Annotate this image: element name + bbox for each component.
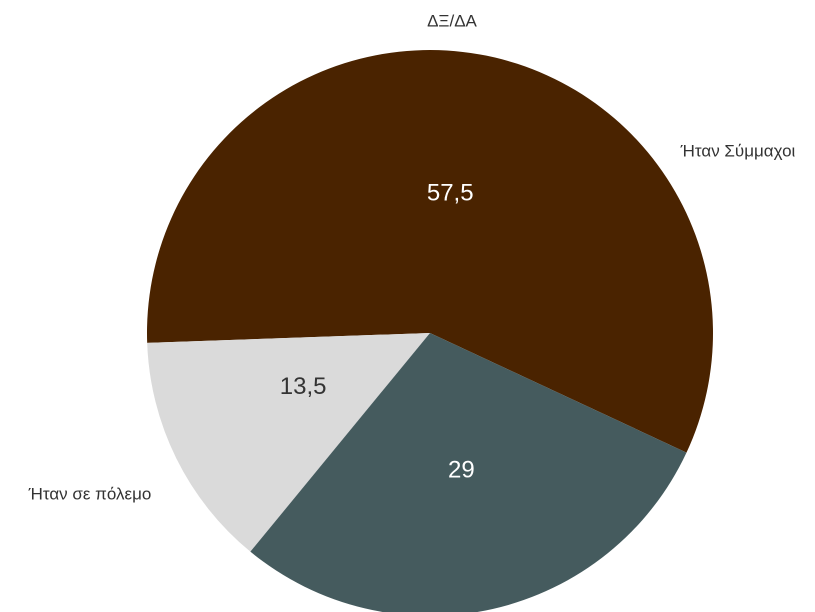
pie-slices — [146, 49, 714, 612]
slice-value-labels: 57,5 13,5 29 — [280, 180, 475, 484]
slice-category-label: Ήταν σε πόλεμο — [28, 484, 152, 503]
slice-category-label: Ήταν Σύμμαχοι — [680, 141, 796, 160]
pie-slice-0 — [146, 49, 714, 453]
pie-slice-1 — [147, 333, 430, 552]
slice-value-label: 13,5 — [280, 373, 327, 400]
slice-category-labels: Ήταν σε πόλεμο ΔΞ/ΔΑ Ήταν Σύμμαχοι — [28, 11, 796, 503]
slice-value-label: 57,5 — [427, 180, 474, 207]
pie-slice-2 — [250, 333, 687, 612]
slice-value-label: 29 — [448, 456, 475, 483]
slice-category-label: ΔΞ/ΔΑ — [427, 11, 477, 30]
